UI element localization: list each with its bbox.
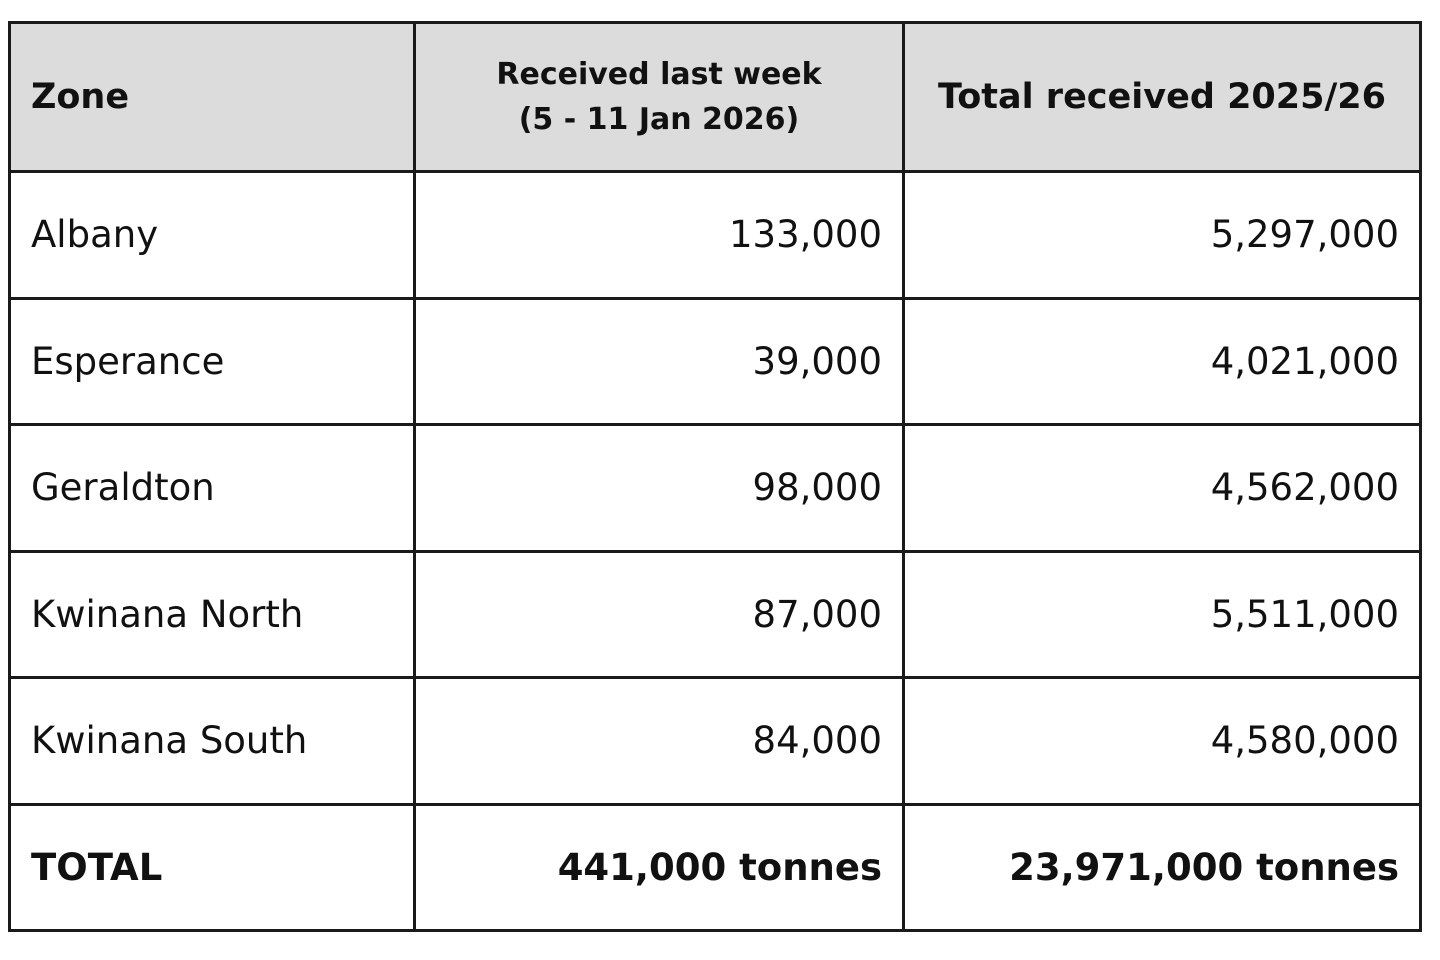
value-cell: 39,000: [413, 296, 905, 426]
header-line: Received last week: [496, 57, 822, 92]
data-row: Esperance 39,000 4,021,000: [8, 296, 1422, 426]
header-row: Zone Received last week (5 - 11 Jan 2026…: [8, 21, 1422, 173]
zone-cell: Geraldton: [8, 423, 416, 553]
header-cell: Zone: [8, 21, 416, 173]
value-cell: 5,297,000: [902, 170, 1422, 300]
data-row: Albany 133,000 5,297,000: [8, 170, 1422, 300]
receivals-table: Zone Received last week (5 - 11 Jan 2026…: [8, 21, 1422, 932]
value-cell: 84,000: [413, 676, 905, 806]
zone-cell: TOTAL: [8, 802, 416, 932]
value-cell: 5,511,000: [902, 549, 1422, 679]
value-cell: 87,000: [413, 549, 905, 679]
value-cell: 4,580,000: [902, 676, 1422, 806]
data-row: Kwinana South 84,000 4,580,000: [8, 676, 1422, 806]
value-cell: 4,562,000: [902, 423, 1422, 553]
zone-cell: Esperance: [8, 296, 416, 426]
zone-cell: Kwinana South: [8, 676, 416, 806]
zone-cell: Kwinana North: [8, 549, 416, 679]
data-row: Geraldton 98,000 4,562,000: [8, 423, 1422, 553]
value-cell: 4,021,000: [902, 296, 1422, 426]
value-cell: 133,000: [413, 170, 905, 300]
value-cell: 23,971,000 tonnes: [902, 802, 1422, 932]
data-row: Kwinana North 87,000 5,511,000: [8, 549, 1422, 679]
value-cell: 98,000: [413, 423, 905, 553]
header-line: (5 - 11 Jan 2026): [518, 102, 800, 137]
total-row: TOTAL 441,000 tonnes 23,971,000 tonnes: [8, 802, 1422, 932]
header-cell: Received last week (5 - 11 Jan 2026): [413, 21, 905, 173]
value-cell: 441,000 tonnes: [413, 802, 905, 932]
zone-cell: Albany: [8, 170, 416, 300]
table-body: Albany 133,000 5,297,000 Esperance 39,000 4,0…: [8, 170, 1422, 932]
header-cell: Total received 2025/26: [902, 21, 1422, 173]
